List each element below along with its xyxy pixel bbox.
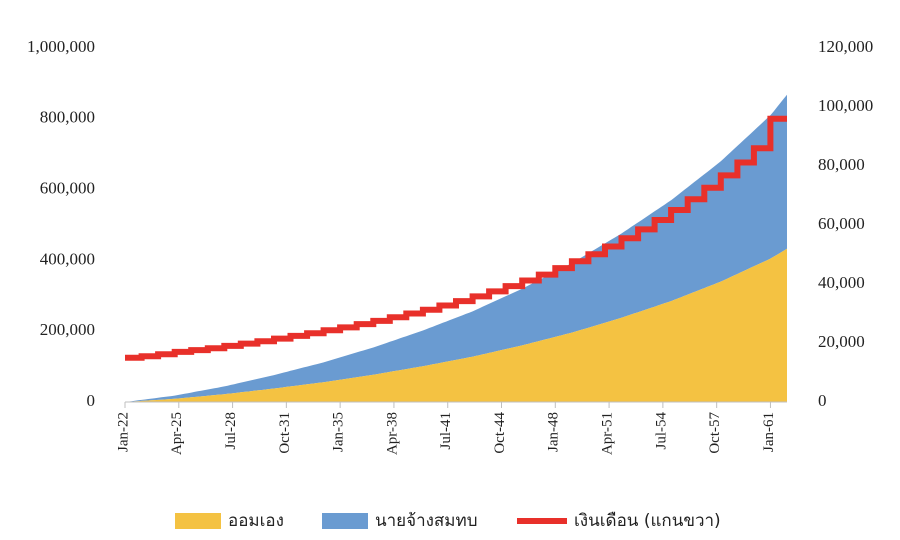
y-left-tick-label: 800,000 bbox=[40, 108, 95, 127]
series-area-employer bbox=[125, 94, 787, 402]
y-left-tick-label: 600,000 bbox=[40, 179, 95, 198]
y-right-tick-label: 60,000 bbox=[818, 214, 865, 233]
series-line-salary bbox=[125, 115, 787, 361]
x-tick-label: Jan-35 bbox=[331, 412, 347, 452]
x-tick-label: Apr-51 bbox=[600, 412, 616, 455]
x-tick-label: Jul-41 bbox=[438, 412, 454, 450]
y-right-tick-label: 0 bbox=[818, 391, 827, 410]
y-left-tick-label: 0 bbox=[87, 391, 96, 410]
x-tick-label: Apr-25 bbox=[169, 412, 185, 455]
x-tick-label: Jul-54 bbox=[653, 412, 669, 450]
area-layer bbox=[125, 94, 787, 402]
x-tick-label: Apr-38 bbox=[384, 412, 400, 455]
y-right-tick-label: 40,000 bbox=[818, 273, 865, 292]
y-right-tick-label: 120,000 bbox=[818, 37, 873, 56]
x-tick-label: Jan-61 bbox=[761, 412, 777, 452]
y-left-tick-label: 400,000 bbox=[40, 249, 95, 268]
y-right-tick-label: 80,000 bbox=[818, 155, 865, 174]
y-left-tick-label: 200,000 bbox=[40, 320, 95, 339]
x-tick-label: Jul-28 bbox=[223, 412, 239, 450]
legend-label-salary: เงินเดือน (แกนขวา) bbox=[574, 511, 721, 531]
legend-swatch-employer bbox=[322, 513, 368, 529]
legend-label-own: ออมเอง bbox=[228, 511, 284, 531]
line-layer bbox=[125, 115, 787, 361]
y-left-tick-label: 1,000,000 bbox=[27, 37, 95, 56]
legend-label-employer: นายจ้างสมทบ bbox=[375, 511, 478, 531]
y-right-tick-label: 100,000 bbox=[818, 96, 873, 115]
x-tick-label: Oct-57 bbox=[707, 412, 723, 454]
x-tick-label: Jan-48 bbox=[546, 412, 562, 452]
x-tick-label: Oct-31 bbox=[277, 412, 293, 454]
legend: ออมเอง นายจ้างสมทบ เงินเดือน (แกนขวา) bbox=[175, 511, 721, 531]
y-right-tick-label: 20,000 bbox=[818, 332, 865, 351]
legend-swatch-own bbox=[175, 513, 221, 529]
x-tick-label: Jan-22 bbox=[115, 412, 131, 452]
axes: Jan-22 Apr-25 Jul-28 Oct-31 Jan-35 Apr-38 Jul-… bbox=[27, 37, 873, 455]
series-area-own bbox=[125, 248, 787, 402]
x-tick-label: Oct-44 bbox=[492, 412, 508, 454]
